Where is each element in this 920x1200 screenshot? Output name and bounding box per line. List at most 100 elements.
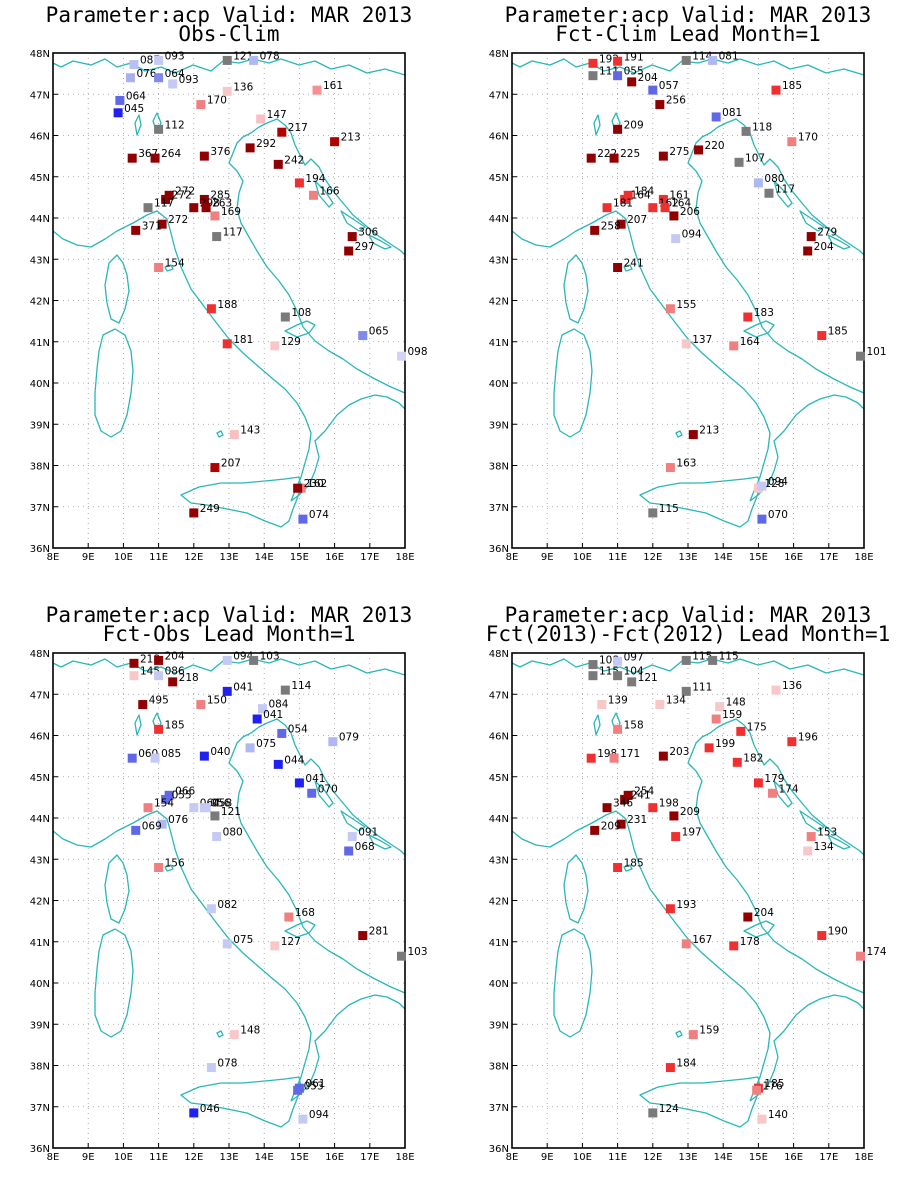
station-marker[interactable] bbox=[358, 931, 368, 941]
station-marker[interactable] bbox=[732, 757, 742, 767]
station-marker[interactable] bbox=[293, 483, 303, 493]
station-marker[interactable] bbox=[665, 1063, 675, 1073]
station-marker[interactable] bbox=[157, 219, 167, 229]
station-marker[interactable] bbox=[229, 430, 239, 440]
station-marker[interactable] bbox=[669, 211, 679, 221]
station-marker[interactable] bbox=[715, 702, 725, 712]
station-marker[interactable] bbox=[817, 931, 827, 941]
station-marker[interactable] bbox=[588, 58, 598, 68]
station-marker[interactable] bbox=[212, 232, 222, 242]
station-marker[interactable] bbox=[602, 803, 612, 813]
station-marker[interactable] bbox=[806, 832, 816, 842]
station-marker[interactable] bbox=[280, 685, 290, 695]
station-marker[interactable] bbox=[734, 157, 744, 167]
station-marker[interactable] bbox=[757, 514, 767, 524]
station-marker[interactable] bbox=[150, 153, 160, 163]
station-marker[interactable] bbox=[222, 86, 232, 96]
station-marker[interactable] bbox=[196, 100, 206, 110]
station-marker[interactable] bbox=[196, 700, 206, 710]
station-marker[interactable] bbox=[157, 819, 167, 829]
station-marker[interactable] bbox=[245, 743, 255, 753]
station-marker[interactable] bbox=[688, 430, 698, 440]
station-marker[interactable] bbox=[222, 655, 232, 665]
station-marker[interactable] bbox=[590, 225, 600, 235]
station-marker[interactable] bbox=[627, 77, 637, 87]
station-marker[interactable] bbox=[771, 85, 781, 95]
station-marker[interactable] bbox=[206, 304, 216, 314]
station-marker[interactable] bbox=[729, 941, 739, 951]
station-marker[interactable] bbox=[753, 778, 763, 788]
station-marker[interactable] bbox=[665, 904, 675, 914]
station-marker[interactable] bbox=[671, 832, 681, 842]
station-marker[interactable] bbox=[803, 846, 813, 856]
station-marker[interactable] bbox=[252, 714, 262, 724]
station-marker[interactable] bbox=[270, 341, 280, 351]
station-marker[interactable] bbox=[620, 794, 630, 804]
station-marker[interactable] bbox=[753, 178, 763, 188]
station-marker[interactable] bbox=[308, 190, 318, 200]
station-marker[interactable] bbox=[613, 863, 623, 872]
station-marker[interactable] bbox=[613, 724, 623, 734]
station-marker[interactable] bbox=[222, 686, 232, 696]
station-marker[interactable] bbox=[125, 73, 135, 83]
station-marker[interactable] bbox=[806, 232, 816, 242]
station-marker[interactable] bbox=[154, 724, 164, 734]
station-marker[interactable] bbox=[206, 904, 216, 914]
station-marker[interactable] bbox=[658, 194, 668, 204]
station-marker[interactable] bbox=[307, 788, 317, 798]
station-marker[interactable] bbox=[396, 951, 406, 961]
station-marker[interactable] bbox=[154, 73, 164, 83]
station-marker[interactable] bbox=[616, 219, 626, 229]
station-marker[interactable] bbox=[681, 55, 691, 65]
station-marker[interactable] bbox=[855, 951, 865, 961]
station-marker[interactable] bbox=[344, 846, 354, 856]
station-marker[interactable] bbox=[586, 153, 596, 163]
station-marker[interactable] bbox=[757, 481, 767, 491]
station-marker[interactable] bbox=[688, 1030, 698, 1040]
station-marker[interactable] bbox=[613, 124, 623, 134]
station-marker[interactable] bbox=[154, 655, 164, 665]
station-marker[interactable] bbox=[161, 194, 171, 204]
station-marker[interactable] bbox=[771, 685, 781, 695]
station-marker[interactable] bbox=[131, 225, 141, 235]
station-marker[interactable] bbox=[613, 671, 623, 681]
station-marker[interactable] bbox=[143, 203, 153, 213]
station-marker[interactable] bbox=[736, 726, 746, 736]
station-marker[interactable] bbox=[222, 939, 232, 949]
station-marker[interactable] bbox=[222, 339, 232, 349]
station-marker[interactable] bbox=[131, 825, 141, 835]
station-marker[interactable] bbox=[681, 939, 691, 949]
station-marker[interactable] bbox=[257, 704, 267, 714]
station-marker[interactable] bbox=[681, 655, 691, 665]
station-marker[interactable] bbox=[280, 312, 290, 322]
station-marker[interactable] bbox=[803, 246, 813, 256]
station-marker[interactable] bbox=[245, 143, 255, 153]
station-marker[interactable] bbox=[312, 85, 322, 95]
station-marker[interactable] bbox=[273, 759, 283, 769]
station-marker[interactable] bbox=[129, 60, 139, 70]
station-marker[interactable] bbox=[199, 151, 209, 161]
station-marker[interactable] bbox=[154, 124, 164, 134]
station-marker[interactable] bbox=[694, 145, 704, 155]
station-marker[interactable] bbox=[602, 203, 612, 213]
station-marker[interactable] bbox=[817, 331, 827, 341]
station-marker[interactable] bbox=[620, 194, 630, 204]
station-marker[interactable] bbox=[168, 79, 178, 89]
station-marker[interactable] bbox=[655, 700, 665, 710]
station-marker[interactable] bbox=[627, 677, 637, 687]
station-marker[interactable] bbox=[711, 714, 721, 724]
station-marker[interactable] bbox=[655, 100, 665, 110]
station-marker[interactable] bbox=[138, 700, 148, 710]
station-marker[interactable] bbox=[609, 153, 619, 163]
station-marker[interactable] bbox=[613, 263, 623, 272]
station-marker[interactable] bbox=[347, 232, 357, 242]
station-marker[interactable] bbox=[787, 737, 797, 747]
station-marker[interactable] bbox=[249, 55, 259, 65]
station-marker[interactable] bbox=[222, 55, 232, 65]
station-marker[interactable] bbox=[168, 677, 178, 687]
station-marker[interactable] bbox=[256, 114, 266, 124]
station-marker[interactable] bbox=[613, 656, 623, 666]
station-marker[interactable] bbox=[648, 1108, 658, 1118]
station-marker[interactable] bbox=[150, 753, 160, 763]
station-marker[interactable] bbox=[273, 159, 283, 169]
